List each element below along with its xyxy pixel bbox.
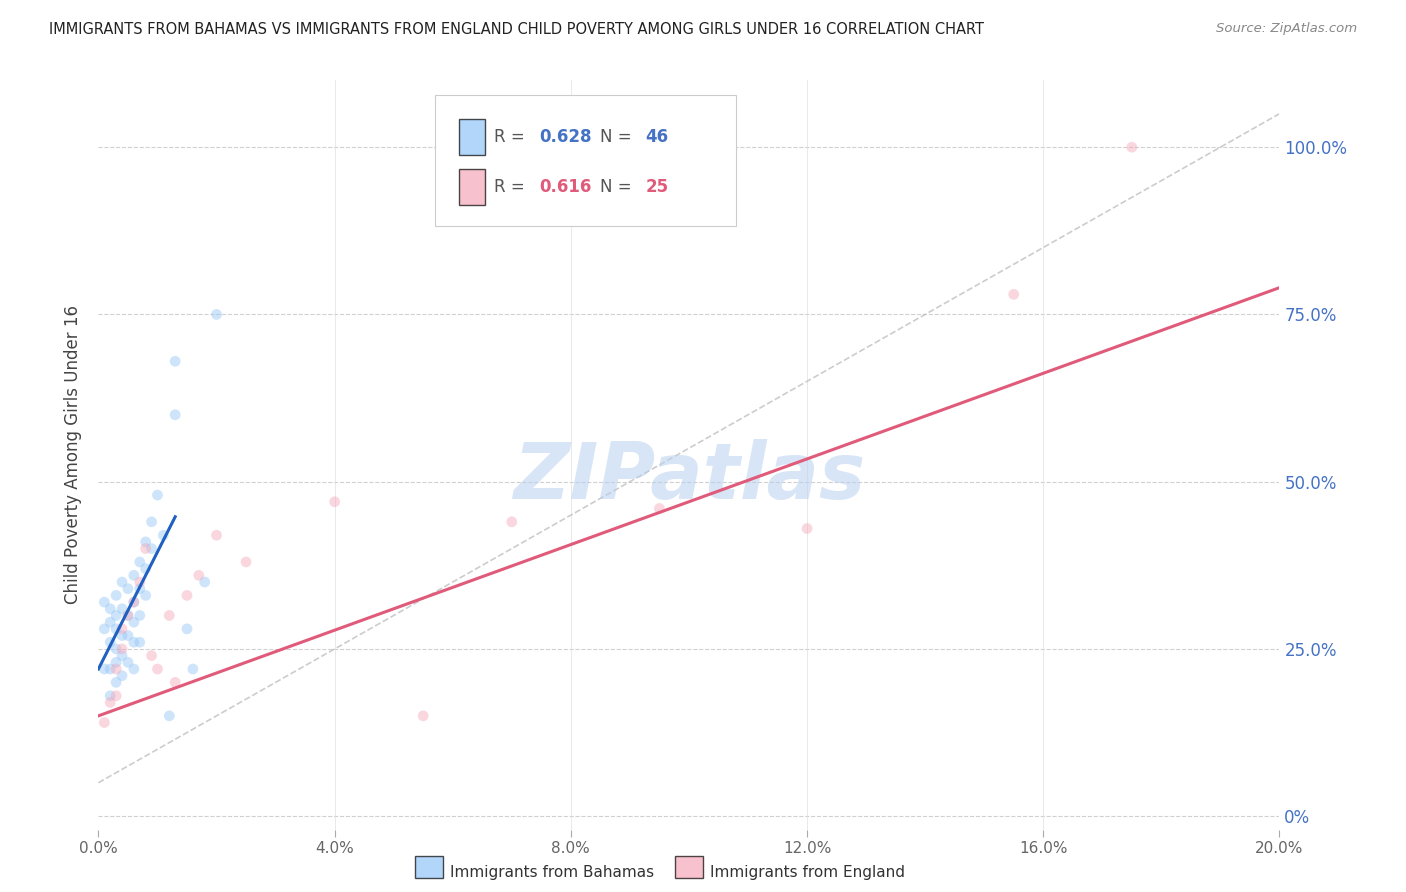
Point — [111, 602, 134, 616]
Point — [205, 528, 228, 542]
Point — [141, 541, 163, 556]
Point — [105, 662, 128, 676]
Point — [93, 715, 115, 730]
Point — [98, 615, 121, 630]
Text: Source: ZipAtlas.com: Source: ZipAtlas.com — [1216, 22, 1357, 36]
Point — [117, 628, 139, 642]
Point — [235, 555, 257, 569]
Text: IMMIGRANTS FROM BAHAMAS VS IMMIGRANTS FROM ENGLAND CHILD POVERTY AMONG GIRLS UND: IMMIGRANTS FROM BAHAMAS VS IMMIGRANTS FR… — [49, 22, 984, 37]
Point — [135, 535, 157, 549]
Point — [98, 689, 121, 703]
Text: 46: 46 — [645, 128, 668, 146]
Point — [122, 635, 145, 649]
Text: R =: R = — [494, 128, 530, 146]
Point — [111, 575, 134, 590]
Text: 25: 25 — [645, 178, 668, 196]
Point — [176, 622, 198, 636]
Point — [93, 595, 115, 609]
Text: R =: R = — [494, 178, 530, 196]
Point — [105, 622, 128, 636]
Text: 0.616: 0.616 — [538, 178, 592, 196]
Point — [117, 655, 139, 669]
FancyBboxPatch shape — [434, 95, 737, 227]
Point — [111, 648, 134, 663]
Point — [176, 589, 198, 603]
Point — [648, 501, 671, 516]
FancyBboxPatch shape — [458, 120, 485, 155]
Point — [146, 662, 169, 676]
Point — [157, 708, 180, 723]
Point — [93, 622, 115, 636]
Point — [117, 608, 139, 623]
Point — [105, 608, 128, 623]
Point — [128, 575, 150, 590]
Point — [111, 628, 134, 642]
Point — [93, 662, 115, 676]
Point — [165, 675, 187, 690]
Point — [187, 568, 209, 582]
Point — [412, 708, 434, 723]
Point — [105, 675, 128, 690]
Point — [128, 635, 150, 649]
Point — [105, 642, 128, 657]
Text: Immigrants from England: Immigrants from England — [710, 865, 905, 880]
Point — [98, 635, 121, 649]
Point — [194, 575, 217, 590]
Point — [98, 696, 121, 710]
Point — [165, 354, 187, 368]
Point — [105, 655, 128, 669]
Text: 0.628: 0.628 — [538, 128, 592, 146]
Text: ZIPatlas: ZIPatlas — [513, 440, 865, 516]
Point — [157, 608, 180, 623]
Point — [135, 541, 157, 556]
Point — [181, 662, 204, 676]
Point — [98, 662, 121, 676]
Point — [141, 515, 163, 529]
Point — [323, 494, 346, 508]
Point — [128, 608, 150, 623]
Point — [165, 408, 187, 422]
Point — [117, 608, 139, 623]
Point — [111, 622, 134, 636]
Point — [122, 595, 145, 609]
Point — [117, 582, 139, 596]
Point — [122, 568, 145, 582]
Text: N =: N = — [600, 128, 637, 146]
Point — [1002, 287, 1025, 301]
Point — [128, 582, 150, 596]
Point — [105, 589, 128, 603]
Point — [111, 669, 134, 683]
Point — [105, 689, 128, 703]
Text: Immigrants from Bahamas: Immigrants from Bahamas — [450, 865, 654, 880]
Point — [501, 515, 523, 529]
Point — [111, 642, 134, 657]
Point — [135, 562, 157, 576]
Point — [141, 648, 163, 663]
Point — [152, 528, 174, 542]
Point — [135, 589, 157, 603]
Point — [98, 602, 121, 616]
Point — [122, 662, 145, 676]
Point — [796, 521, 818, 535]
Point — [122, 615, 145, 630]
Point — [146, 488, 169, 502]
Text: N =: N = — [600, 178, 637, 196]
Point — [122, 595, 145, 609]
Y-axis label: Child Poverty Among Girls Under 16: Child Poverty Among Girls Under 16 — [63, 305, 82, 605]
Point — [128, 555, 150, 569]
Point — [1121, 140, 1143, 154]
FancyBboxPatch shape — [458, 169, 485, 205]
Point — [205, 307, 228, 322]
